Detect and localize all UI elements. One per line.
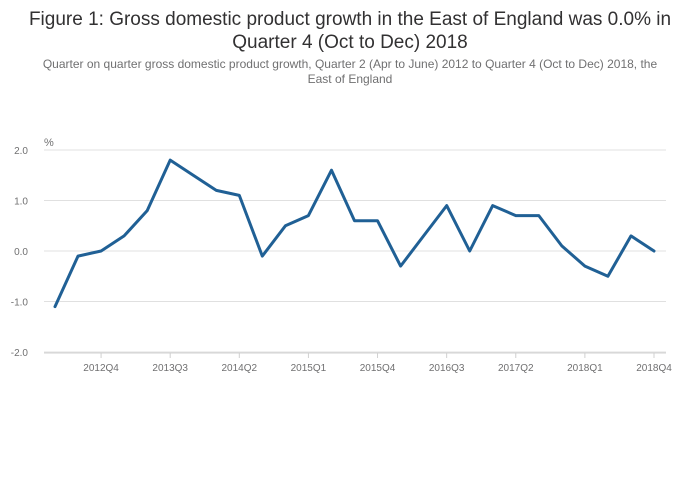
x-tick-label: 2016Q3	[429, 363, 465, 374]
chart-title: Figure 1: Gross domestic product growth …	[28, 9, 672, 53]
x-tick-label: 2017Q2	[498, 363, 534, 374]
series-line	[53, 158, 656, 309]
x-tick-label: 2018Q4	[636, 363, 672, 374]
y-tick-label: -1.0	[11, 298, 29, 309]
y-tick-label: 2.0	[14, 146, 28, 157]
y-tick-label: 1.0	[14, 197, 28, 208]
y-tick-label: -2.0	[11, 348, 29, 359]
x-tick-label: 2018Q1	[567, 363, 603, 374]
y-axis-unit-label: %	[44, 137, 54, 149]
x-tick-label: 2012Q4	[83, 363, 119, 374]
x-tick-label: 2015Q4	[360, 363, 396, 374]
y-tick-label: 0.0	[14, 247, 28, 258]
x-tick-label: 2015Q1	[291, 363, 327, 374]
chart-subtitle: Quarter on quarter gross domestic produc…	[42, 57, 658, 86]
x-tick-label: 2013Q3	[152, 363, 188, 374]
x-tick-label: 2014Q2	[222, 363, 258, 374]
